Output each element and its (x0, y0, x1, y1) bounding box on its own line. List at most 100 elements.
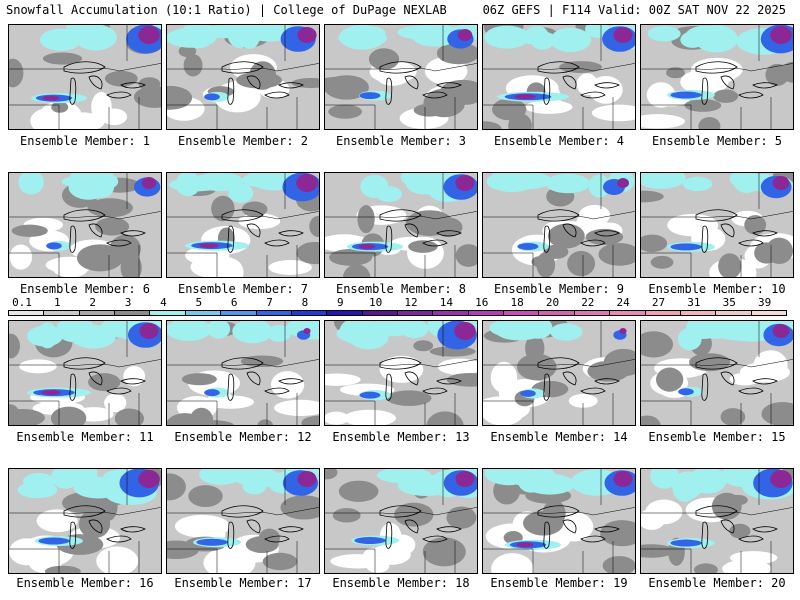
very-heavy-snow-area (297, 471, 317, 487)
colorbar-tick-label: 9 (336, 296, 344, 309)
snowfall-map (325, 469, 477, 573)
snow-band-core (670, 91, 702, 99)
colorbar-tick-label: 5 (195, 296, 203, 309)
state-border (641, 359, 793, 368)
colorbar-tick-label: 7 (266, 296, 273, 309)
no-snow-area (9, 244, 33, 270)
great-lake-outline (695, 505, 738, 518)
great-lake-outline (436, 82, 462, 89)
light-snow-area (641, 415, 661, 425)
state-border (483, 252, 534, 277)
colorbar-swatch (503, 310, 540, 316)
ensemble-member-label: Ensemble Member: 6 (19, 282, 151, 296)
light-snow-area (405, 210, 454, 236)
no-snow-area (271, 371, 305, 399)
great-lake-outline (385, 521, 393, 549)
light-snow-area (291, 78, 319, 89)
colorbar-tick-label: 10 (369, 296, 383, 309)
state-border (325, 359, 477, 368)
ensemble-member-label: Ensemble Member: 19 (490, 576, 628, 590)
ensemble-member-map (640, 320, 794, 426)
great-lake-outline (562, 75, 577, 90)
light-snow-area (167, 473, 186, 501)
great-lake-outline (120, 82, 146, 89)
light-snow-area (536, 252, 556, 277)
no-snow-area (591, 104, 635, 122)
great-lake-outline (379, 209, 422, 222)
light-snow-area (729, 523, 751, 539)
light-snow-area (42, 52, 83, 65)
great-lake-outline (106, 91, 132, 99)
light-snow-area (104, 70, 138, 87)
light-snow-area (167, 540, 200, 560)
ensemble-member-map (640, 24, 794, 130)
colorbar-tick-label: 18 (510, 296, 524, 309)
great-lake-outline (221, 505, 264, 518)
very-heavy-snow-area (297, 27, 317, 43)
colorbar-tick-label: 12 (404, 296, 418, 309)
colorbar-swatch (184, 310, 222, 316)
great-lake-outline (537, 505, 580, 518)
no-snow-area (588, 75, 623, 104)
no-snow-area (9, 538, 45, 566)
no-snow-area (568, 393, 598, 408)
snowfall-map (483, 321, 635, 425)
great-lake-outline (106, 387, 132, 395)
very-heavy-snow-area (619, 328, 627, 334)
no-snow-area (268, 260, 312, 275)
snow-area (723, 326, 773, 342)
great-lake-outline (404, 371, 419, 386)
great-lake-outline (379, 357, 422, 370)
light-snow-area (516, 353, 557, 381)
snow-area (196, 173, 244, 192)
light-snow-area (328, 104, 363, 119)
snowfall-map (483, 173, 635, 277)
great-lake-outline (580, 91, 606, 99)
colorbar-swatch (715, 310, 752, 316)
great-lake-outline (543, 373, 551, 401)
light-snow-area (641, 544, 675, 558)
snowfall-map (9, 25, 161, 129)
light-snow-area (408, 240, 438, 253)
snowfall-map (483, 469, 635, 573)
no-snow-area (203, 546, 256, 573)
no-snow-area (101, 108, 128, 126)
light-snow-area (257, 419, 274, 425)
state-border (325, 63, 477, 72)
state-border (9, 252, 60, 277)
ensemble-member-label: Ensemble Member: 15 (648, 430, 786, 444)
light-snow-area (368, 48, 400, 70)
light-snow-area (338, 480, 379, 502)
great-lake-outline (404, 519, 419, 534)
no-snow-area (104, 393, 127, 413)
great-lake-outline (543, 521, 551, 549)
ensemble-member-label: Ensemble Member: 10 (648, 282, 786, 296)
light-snow-area (426, 411, 464, 425)
great-lake-outline (436, 378, 462, 385)
great-lake-outline (594, 378, 620, 385)
no-snow-area (369, 544, 411, 565)
snow-area (677, 327, 702, 351)
snow-area (420, 173, 450, 189)
ensemble-member-label: Ensemble Member: 2 (177, 134, 309, 148)
state-border (641, 507, 793, 516)
light-snow-area (120, 253, 142, 277)
colorbar-tick-label: 14 (439, 296, 453, 309)
great-lake-outline (580, 387, 606, 395)
state-border (641, 400, 692, 425)
light-snow-area (87, 198, 133, 218)
ensemble-member-label: Ensemble Member: 13 (332, 430, 470, 444)
light-snow-area (325, 76, 362, 94)
very-heavy-snow-area (141, 177, 157, 189)
light-snow-area (78, 509, 111, 539)
model-run-info: 06Z GEFS | F114 Valid: 00Z SAT NOV 22 20… (482, 3, 786, 17)
great-lake-outline (738, 91, 764, 99)
no-snow-area (325, 373, 361, 386)
ensemble-member-map (482, 172, 636, 278)
great-lake-outline (278, 82, 304, 89)
light-snow-area (666, 67, 685, 79)
great-lake-outline (701, 225, 709, 253)
great-lake-outline (379, 505, 422, 518)
light-snow-area (50, 406, 87, 425)
great-lake-outline (422, 239, 448, 247)
